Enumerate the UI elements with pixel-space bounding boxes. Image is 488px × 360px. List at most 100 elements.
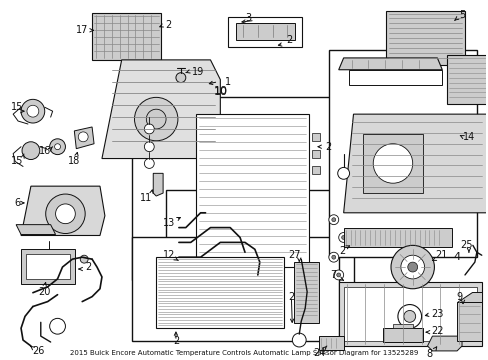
- Polygon shape: [338, 58, 441, 70]
- Bar: [318, 336, 343, 350]
- Text: 1: 1: [224, 77, 231, 87]
- Polygon shape: [102, 60, 220, 158]
- Circle shape: [336, 273, 340, 277]
- Bar: [156, 257, 284, 328]
- Circle shape: [134, 97, 178, 141]
- Text: 2: 2: [164, 21, 171, 30]
- Text: 27: 27: [287, 250, 300, 260]
- Text: 16: 16: [39, 146, 51, 156]
- Polygon shape: [343, 114, 488, 213]
- Bar: [26, 254, 70, 279]
- Bar: [131, 238, 338, 341]
- Text: 18: 18: [68, 156, 81, 166]
- Circle shape: [331, 255, 335, 259]
- Text: 11: 11: [140, 193, 152, 203]
- Text: 9: 9: [455, 292, 461, 302]
- Bar: [294, 262, 318, 323]
- Circle shape: [403, 310, 415, 322]
- Bar: [386, 10, 464, 65]
- Text: 25: 25: [460, 240, 472, 250]
- Circle shape: [341, 235, 345, 239]
- Polygon shape: [236, 23, 295, 40]
- Text: 19: 19: [191, 67, 203, 77]
- Text: 21: 21: [434, 250, 447, 260]
- Bar: [338, 282, 481, 346]
- Circle shape: [333, 270, 343, 280]
- Circle shape: [400, 255, 424, 279]
- Bar: [21, 249, 75, 284]
- Text: 8: 8: [426, 349, 432, 359]
- Bar: [382, 328, 422, 342]
- Text: 2015 Buick Encore Automatic Temperature Controls Automatic Lamp Sensor Diagram f: 2015 Buick Encore Automatic Temperature …: [70, 350, 417, 356]
- Text: 2: 2: [339, 246, 345, 256]
- Circle shape: [144, 142, 154, 152]
- Bar: [166, 190, 353, 309]
- Circle shape: [21, 99, 44, 123]
- Bar: [456, 302, 481, 341]
- Circle shape: [331, 218, 335, 222]
- Text: 15: 15: [11, 156, 23, 166]
- Circle shape: [50, 139, 65, 154]
- Text: 14: 14: [462, 132, 474, 142]
- Bar: [131, 97, 333, 280]
- Text: 26: 26: [33, 346, 45, 356]
- Polygon shape: [456, 292, 481, 302]
- Circle shape: [45, 194, 85, 234]
- Circle shape: [328, 215, 338, 225]
- Text: 10: 10: [213, 86, 227, 96]
- Polygon shape: [74, 127, 94, 149]
- Circle shape: [328, 252, 338, 262]
- Text: 2: 2: [172, 336, 179, 346]
- Polygon shape: [427, 336, 461, 351]
- Circle shape: [146, 109, 166, 129]
- Bar: [363, 134, 422, 193]
- Bar: [311, 166, 319, 174]
- Circle shape: [292, 333, 305, 347]
- Text: 23: 23: [430, 309, 443, 319]
- Text: 2: 2: [85, 262, 91, 272]
- Circle shape: [80, 255, 88, 263]
- Bar: [92, 13, 161, 60]
- Circle shape: [56, 204, 75, 224]
- Circle shape: [407, 262, 417, 272]
- Text: 2: 2: [285, 35, 292, 45]
- Text: 10: 10: [213, 87, 227, 98]
- Text: 24: 24: [312, 348, 325, 358]
- Polygon shape: [16, 225, 56, 234]
- Text: 2: 2: [287, 292, 294, 302]
- Text: 5: 5: [458, 10, 464, 21]
- Circle shape: [337, 167, 349, 179]
- Text: 13: 13: [163, 218, 175, 228]
- Circle shape: [50, 318, 65, 334]
- Circle shape: [144, 124, 154, 134]
- Circle shape: [372, 144, 412, 183]
- Text: 22: 22: [430, 326, 443, 336]
- Circle shape: [390, 246, 433, 289]
- Text: 4: 4: [452, 252, 460, 262]
- Bar: [311, 133, 319, 141]
- Text: 17: 17: [76, 25, 88, 35]
- Circle shape: [55, 144, 61, 150]
- Text: 20: 20: [39, 287, 51, 297]
- Text: 6: 6: [14, 198, 20, 208]
- Bar: [348, 70, 441, 85]
- Bar: [343, 287, 476, 341]
- Circle shape: [176, 73, 185, 82]
- Bar: [343, 228, 451, 247]
- Bar: [195, 114, 308, 267]
- Text: 3: 3: [244, 13, 250, 23]
- Bar: [328, 50, 476, 257]
- Polygon shape: [228, 18, 302, 47]
- Circle shape: [144, 158, 154, 168]
- Bar: [311, 150, 319, 158]
- Circle shape: [22, 142, 40, 159]
- Polygon shape: [153, 173, 163, 196]
- Circle shape: [27, 105, 39, 117]
- Circle shape: [397, 305, 421, 328]
- Circle shape: [78, 132, 88, 142]
- Text: 2: 2: [325, 142, 331, 152]
- Polygon shape: [21, 186, 105, 235]
- Text: 12: 12: [163, 250, 175, 260]
- Bar: [392, 324, 412, 328]
- Text: 7: 7: [330, 270, 336, 280]
